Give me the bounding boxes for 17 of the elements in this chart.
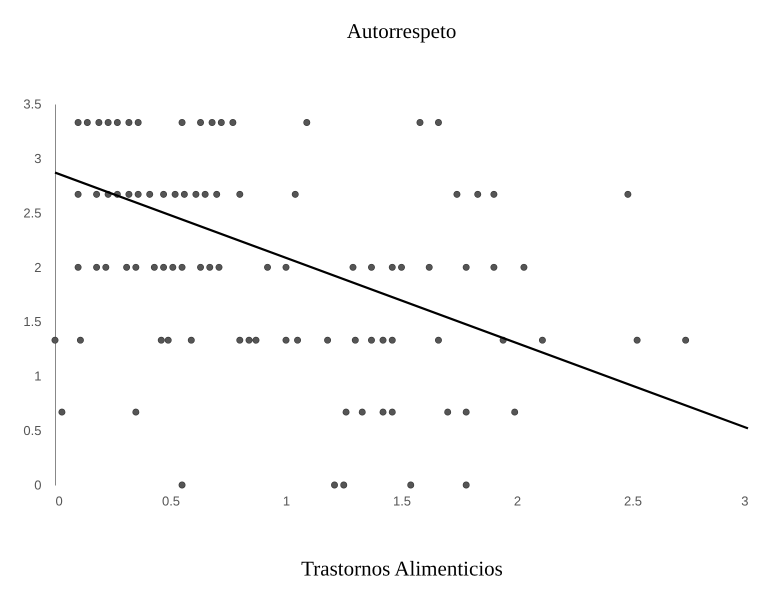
x-tick-label: 2 (514, 494, 522, 508)
x-tick-label: 1.5 (392, 494, 412, 508)
chart-title: Autorrespeto (346, 19, 456, 43)
y-tick-label: 1.5 (23, 314, 42, 330)
y-tick-label: 3 (34, 150, 42, 166)
x-tick-label: 0 (56, 494, 63, 508)
x-tick-label: 0.5 (162, 494, 180, 508)
y-tick-label: 0 (34, 478, 42, 492)
y-tick-label: 2.5 (23, 205, 42, 220)
x-tick-label: 3 (741, 494, 748, 508)
x-axis-title: Trastornos Alimenticios (301, 556, 503, 580)
y-tick-label: 2 (34, 260, 42, 275)
x-tick-label: 2.5 (624, 494, 642, 508)
y-tick-label: 3.5 (23, 96, 42, 112)
y-tick-label: 1 (34, 368, 42, 384)
x-tick-label: 1 (282, 494, 290, 508)
y-tick-label: 0.5 (23, 423, 42, 438)
